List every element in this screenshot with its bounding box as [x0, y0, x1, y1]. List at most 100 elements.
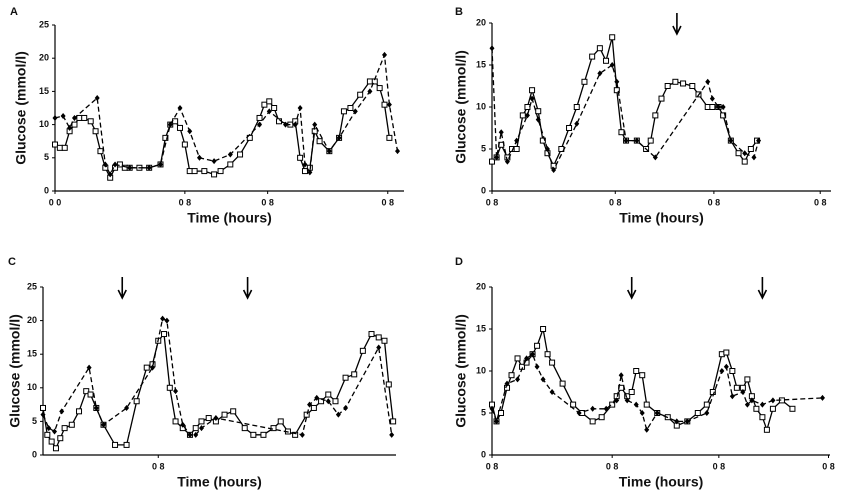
marker — [343, 404, 349, 411]
marker — [332, 398, 339, 405]
marker — [535, 108, 542, 115]
marker — [198, 425, 204, 432]
marker — [744, 401, 750, 408]
marker — [639, 410, 645, 416]
marker — [749, 397, 755, 404]
marker — [76, 408, 83, 415]
marker — [705, 78, 711, 85]
marker — [534, 342, 541, 349]
marker — [723, 349, 730, 356]
marker — [227, 161, 234, 168]
marker — [112, 161, 118, 168]
marker — [609, 34, 616, 41]
marker — [342, 374, 349, 381]
marker — [67, 124, 73, 131]
marker — [504, 380, 510, 387]
marker — [172, 118, 179, 125]
marker — [489, 405, 495, 412]
marker — [733, 384, 740, 391]
marker — [498, 410, 505, 416]
marker — [76, 114, 83, 121]
marker — [382, 51, 388, 58]
marker — [257, 121, 263, 128]
marker — [728, 137, 734, 144]
marker — [381, 101, 388, 108]
marker — [83, 388, 90, 395]
marker — [60, 112, 66, 119]
x-tick-label: 0 8 — [486, 461, 499, 471]
marker — [316, 138, 323, 145]
marker — [181, 141, 188, 148]
marker — [680, 80, 687, 87]
y-tick-label: 5 — [481, 143, 486, 153]
marker — [193, 431, 199, 438]
marker — [709, 95, 715, 102]
marker — [176, 124, 183, 131]
marker — [87, 118, 94, 125]
marker — [71, 121, 78, 128]
panel-letter: B — [455, 6, 463, 18]
marker — [519, 112, 526, 119]
x-tick-label: 0 8 — [261, 197, 274, 207]
marker — [753, 405, 760, 412]
marker — [352, 108, 358, 115]
marker — [589, 53, 596, 60]
marker — [540, 376, 546, 383]
marker — [386, 101, 392, 108]
marker — [689, 83, 696, 89]
marker — [150, 364, 156, 371]
arrow — [757, 277, 768, 300]
marker — [709, 104, 716, 110]
marker — [513, 146, 520, 152]
marker — [299, 431, 305, 438]
marker — [237, 151, 244, 158]
marker — [52, 428, 58, 435]
marker — [307, 169, 313, 176]
marker — [302, 161, 308, 168]
marker — [376, 85, 383, 92]
marker — [297, 105, 303, 111]
marker — [508, 372, 515, 379]
marker — [68, 421, 75, 428]
marker — [94, 95, 100, 102]
arrow — [242, 277, 253, 300]
marker — [312, 121, 318, 128]
x-tick-label: 0 8 — [713, 461, 726, 471]
marker — [614, 397, 620, 404]
marker — [504, 158, 510, 165]
marker — [589, 418, 596, 425]
x-tick-label: 0 8 — [486, 197, 499, 207]
y-tick-label: 25 — [27, 281, 37, 291]
marker — [146, 164, 152, 171]
y-tick-label: 5 — [481, 407, 486, 417]
marker — [40, 411, 46, 418]
marker — [211, 158, 217, 165]
marker — [266, 98, 273, 105]
marker — [381, 337, 388, 344]
y-tick-label: 20 — [39, 53, 49, 63]
marker — [301, 168, 308, 175]
x-tick-label: 0 8 — [814, 197, 827, 207]
marker — [367, 88, 373, 95]
marker — [81, 114, 88, 121]
marker — [674, 418, 680, 425]
y-tick-label: 20 — [27, 315, 37, 325]
marker — [187, 431, 193, 438]
marker — [647, 137, 654, 144]
marker — [535, 116, 541, 123]
marker — [314, 394, 320, 401]
marker — [614, 78, 620, 85]
marker — [227, 151, 233, 158]
marker — [494, 418, 500, 425]
marker — [385, 381, 392, 388]
marker — [133, 398, 140, 405]
marker — [198, 418, 205, 425]
marker — [643, 401, 650, 408]
marker — [742, 150, 748, 157]
marker — [494, 154, 500, 161]
marker — [628, 389, 635, 395]
marker — [759, 401, 765, 408]
marker — [48, 438, 55, 445]
marker — [297, 154, 304, 161]
